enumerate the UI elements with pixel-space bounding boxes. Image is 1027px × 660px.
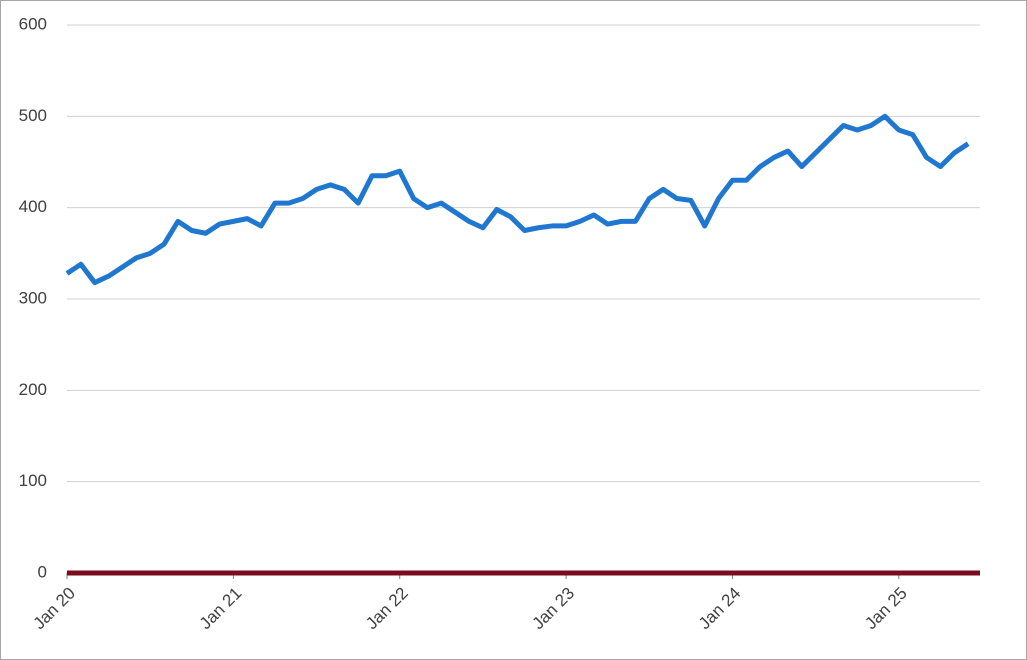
y-tick-label: 500: [19, 106, 47, 125]
y-tick-label: 300: [19, 288, 47, 307]
y-tick-label: 100: [19, 471, 47, 490]
y-tick-label: 400: [19, 197, 47, 216]
line-series: [65, 113, 970, 286]
y-tick-label: 200: [19, 380, 47, 399]
y-tick-label: 600: [19, 14, 47, 33]
y-tick-label: 0: [38, 562, 47, 581]
